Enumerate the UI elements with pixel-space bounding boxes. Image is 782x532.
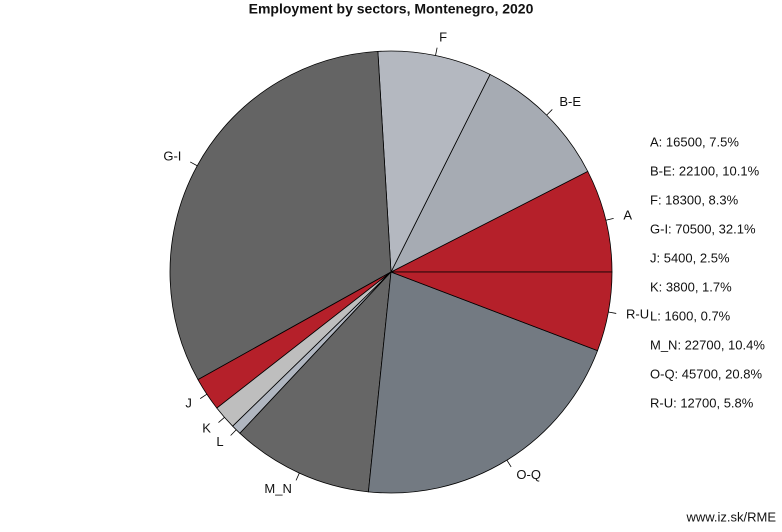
legend-entry: K: 3800, 1.7% <box>650 279 732 294</box>
label-tick <box>218 417 225 423</box>
slice-label: R-U <box>626 307 649 322</box>
slice-label: F <box>439 29 447 44</box>
legend-entry: F: 18300, 8.3% <box>650 192 739 207</box>
pie-slice <box>390 170 613 273</box>
slice-label: G-I <box>163 149 181 164</box>
slice-label: B-E <box>559 94 581 109</box>
slice-label: M_N <box>264 481 291 496</box>
pie-slice <box>390 73 589 273</box>
legend-entry: M_N: 22700, 10.4% <box>650 337 765 352</box>
slice-label: J <box>185 396 192 411</box>
label-tick <box>435 47 438 56</box>
slice-label: L <box>216 434 223 449</box>
label-tick <box>605 217 614 221</box>
legend-entry: O-Q: 45700, 20.8% <box>650 366 762 381</box>
legend-entry: G-I: 70500, 32.1% <box>650 221 756 236</box>
legend-entry: L: 1600, 0.7% <box>650 308 731 323</box>
pie-slice <box>390 271 613 352</box>
chart-title: Employment by sectors, Montenegro, 2020 <box>249 1 534 17</box>
slice-label: A <box>623 207 632 222</box>
source: www.iz.sk/RME <box>685 509 776 524</box>
label-tick <box>189 161 198 167</box>
label-tick <box>295 472 300 481</box>
label-tick <box>506 459 512 468</box>
legend-entry: R-U: 12700, 5.8% <box>650 395 754 410</box>
pie-slice <box>169 50 392 381</box>
slice-label: K <box>202 421 211 436</box>
legend-entry: B-E: 22100, 10.1% <box>650 163 760 178</box>
label-tick <box>546 109 553 116</box>
label-tick <box>608 311 617 314</box>
pie-slice <box>367 271 599 494</box>
label-tick <box>230 429 237 436</box>
legend-entry: J: 5400, 2.5% <box>650 250 730 265</box>
slice-label: O-Q <box>516 467 541 482</box>
legend-entry: A: 16500, 7.5% <box>650 134 739 149</box>
label-tick <box>199 393 208 399</box>
